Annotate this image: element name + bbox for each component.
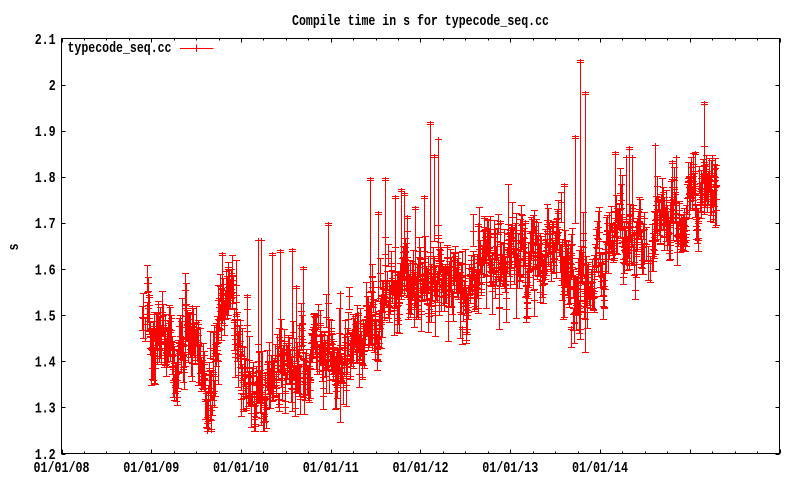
svg-text:1.8: 1.8 [35,170,56,187]
svg-text:1.5: 1.5 [35,309,56,326]
svg-text:2: 2 [49,78,56,95]
svg-text:01/01/10: 01/01/10 [213,460,269,477]
svg-text:s: s [6,244,23,251]
svg-text:1.7: 1.7 [35,216,56,233]
svg-text:01/01/13: 01/01/13 [482,460,538,477]
svg-text:1.9: 1.9 [35,124,56,141]
svg-text:01/01/14: 01/01/14 [572,460,628,477]
svg-text:1.6: 1.6 [35,262,56,279]
svg-text:1.2: 1.2 [35,447,56,464]
svg-text:2.1: 2.1 [35,32,56,49]
svg-text:01/01/09: 01/01/09 [123,460,179,477]
svg-text:typecode_seq.cc: typecode_seq.cc [68,40,172,57]
svg-text:1.4: 1.4 [35,355,56,372]
svg-text:Compile time in s for typecode: Compile time in s for typecode_seq.cc [292,13,549,30]
svg-text:01/01/12: 01/01/12 [393,460,449,477]
svg-text:1.3: 1.3 [35,401,56,418]
svg-text:01/01/11: 01/01/11 [303,460,359,477]
svg-text:01/01/08: 01/01/08 [34,460,90,477]
